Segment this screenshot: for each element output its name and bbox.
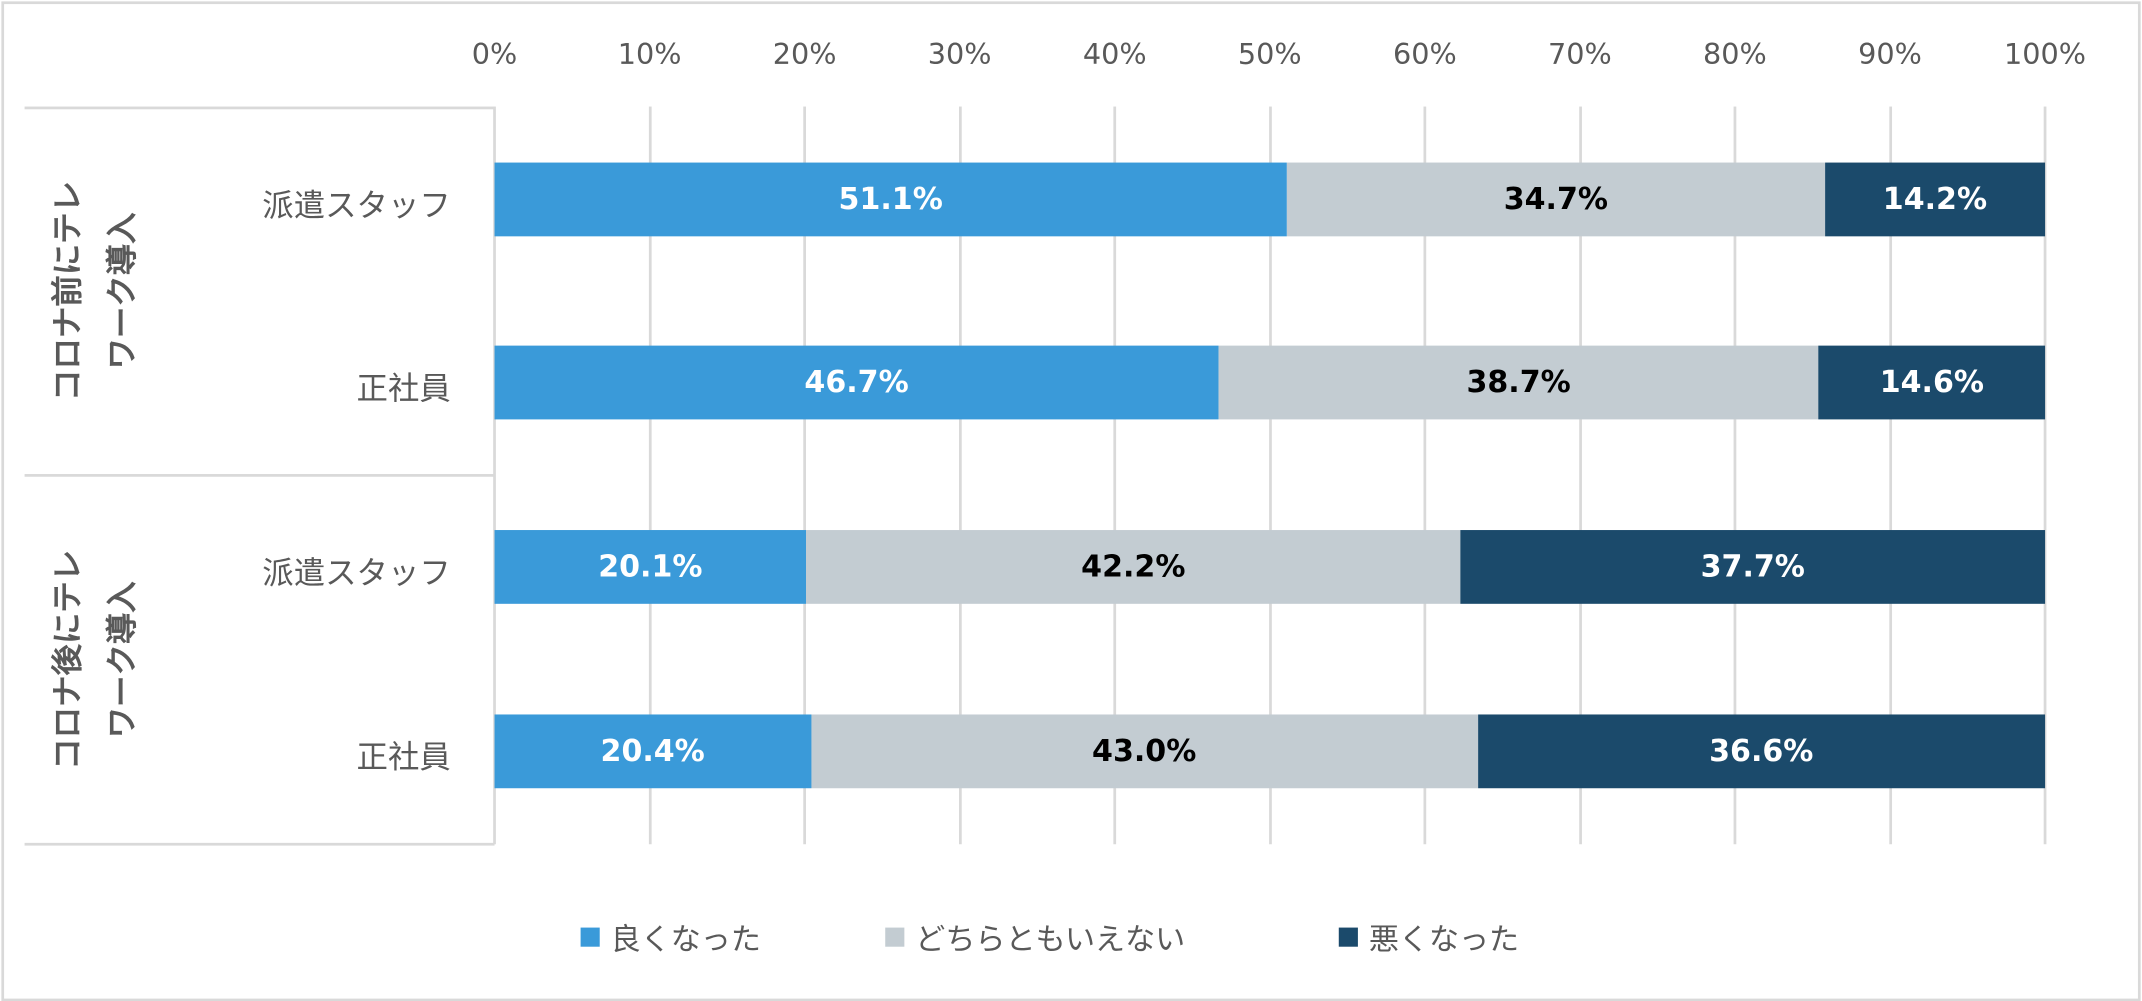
gridline [803, 106, 806, 845]
x-tick-label: 40% [1082, 38, 1147, 72]
gridline [1268, 106, 1272, 845]
bar-segment: 51.1% [494, 162, 1287, 237]
bar-segment: 36.6% [1477, 714, 2046, 789]
x-tick-label: 80% [1703, 38, 1767, 72]
group-label: コロナ前にテレ ワーク導入 [41, 107, 150, 476]
bar-segment: 37.7% [1460, 530, 2046, 604]
legend-swatch [885, 927, 905, 947]
gridline [1113, 106, 1117, 845]
gridline [1888, 106, 1892, 845]
legend-item: 良くなった [580, 915, 761, 959]
row-label: 正社員 [356, 371, 451, 408]
group-label-line: コロナ後にテレ [50, 549, 87, 770]
group-label-line: ワーク導入 [105, 581, 141, 739]
x-tick-label: 10% [617, 38, 682, 72]
bar-segment: 46.7% [494, 345, 1219, 420]
gridline [958, 106, 962, 845]
bar-segment: 43.0% [810, 714, 1478, 789]
x-tick-label: 0% [471, 38, 518, 72]
gridline [1733, 106, 1737, 845]
group-label-line: ワーク導入 [105, 212, 141, 370]
row-label: 派遣スタッフ [262, 556, 451, 592]
x-tick-label: 30% [927, 38, 992, 72]
x-tick-label: 50% [1237, 38, 1302, 72]
category-divider [24, 842, 495, 846]
bar-segment: 34.7% [1286, 162, 1825, 237]
group-label-line: コロナ前にテレ [50, 181, 87, 401]
legend-label: どちらともいえない [915, 923, 1186, 958]
category-divider [24, 474, 495, 477]
row-label: 派遣スタッフ [262, 188, 451, 225]
bar-segment: 14.2% [1824, 162, 2046, 237]
legend-swatch [1338, 927, 1358, 947]
legend-item: 悪くなった [1338, 915, 1520, 959]
bar-segment: 14.6% [1818, 345, 2046, 420]
legend-item: どちらともいえない [885, 915, 1185, 959]
gridline [1578, 106, 1582, 845]
gridline [1423, 106, 1427, 845]
x-tick-label: 90% [1858, 38, 1922, 72]
row-label: 正社員 [356, 740, 451, 776]
gridline [2043, 106, 2047, 845]
bar-segment: 20.4% [494, 714, 811, 789]
x-tick-label: 20% [772, 38, 837, 72]
legend-label: 良くなった [610, 923, 761, 958]
x-tick-label: 60% [1392, 38, 1457, 72]
bar-segment: 20.1% [494, 530, 807, 604]
x-tick-label: 70% [1548, 38, 1612, 72]
legend-label: 悪くなった [1368, 923, 1520, 958]
bar-segment: 38.7% [1218, 345, 1819, 420]
category-divider [24, 106, 495, 110]
group-label: コロナ後にテレ ワーク導入 [41, 475, 150, 844]
x-tick-label: 100% [2004, 38, 2087, 72]
gridline [648, 106, 651, 845]
bar-segment: 42.2% [806, 530, 1461, 604]
legend-swatch [580, 927, 600, 947]
